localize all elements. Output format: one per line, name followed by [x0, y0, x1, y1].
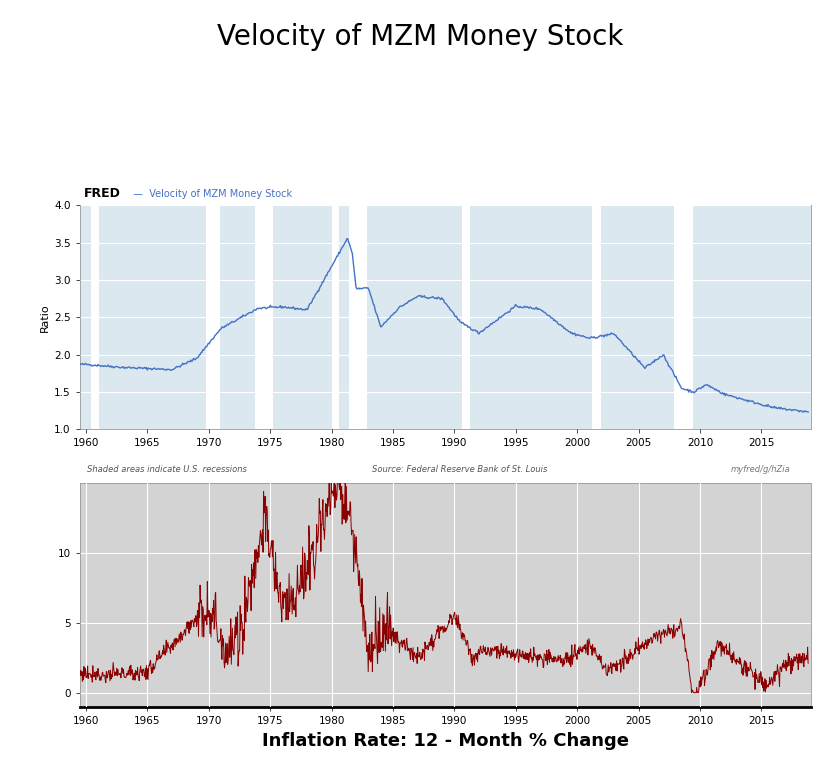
Y-axis label: Ratio: Ratio	[40, 303, 50, 331]
Bar	[332, 205, 339, 429]
Bar	[255, 205, 273, 429]
Text: —  Velocity of MZM Money Stock: — Velocity of MZM Money Stock	[128, 189, 292, 199]
Text: Velocity of MZM Money Stock: Velocity of MZM Money Stock	[217, 23, 623, 51]
Bar	[207, 205, 220, 429]
Text: myfred/g/hZia: myfred/g/hZia	[730, 465, 790, 473]
Bar	[675, 205, 693, 429]
Text: Inflation Rate: 12 - Month % Change: Inflation Rate: 12 - Month % Change	[262, 732, 628, 750]
Text: Source: Federal Reserve Bank of St. Louis: Source: Federal Reserve Bank of St. Loui…	[372, 465, 548, 473]
Text: Shaded areas indicate U.S. recessions: Shaded areas indicate U.S. recessions	[87, 465, 247, 473]
Bar	[592, 205, 601, 429]
Bar	[462, 205, 470, 429]
Bar	[91, 205, 99, 429]
Text: FRED: FRED	[83, 188, 120, 201]
Bar	[349, 205, 367, 429]
